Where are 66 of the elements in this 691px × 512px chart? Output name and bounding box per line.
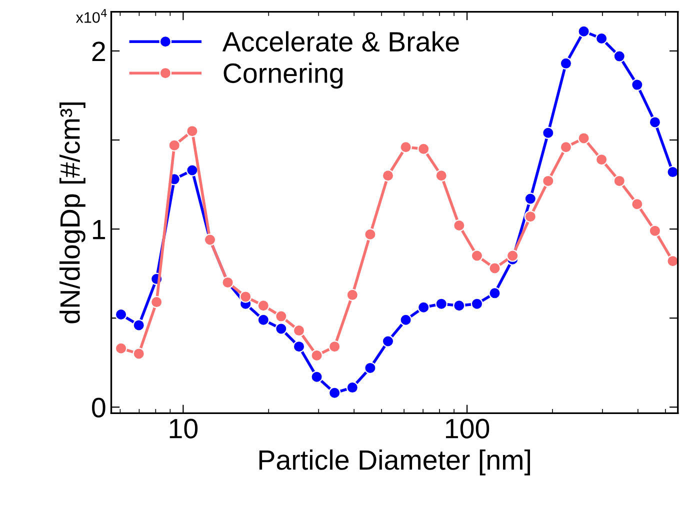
- point: [257, 300, 270, 312]
- y-tick-label: 1: [93, 220, 106, 240]
- point: [239, 290, 252, 303]
- point: [578, 132, 590, 144]
- point: [292, 340, 306, 353]
- point: [648, 224, 662, 237]
- point: [524, 210, 537, 223]
- point: [542, 126, 554, 139]
- point: [613, 50, 626, 62]
- point: [186, 124, 198, 138]
- point: [470, 250, 484, 262]
- point: [595, 32, 608, 45]
- point: [453, 300, 466, 312]
- point: [150, 296, 163, 308]
- point: [417, 142, 430, 156]
- point: [488, 262, 501, 274]
- legend-label: Cornering: [224, 62, 343, 89]
- point: [382, 335, 394, 348]
- point: [506, 250, 519, 262]
- point: [364, 228, 376, 240]
- point: [382, 170, 394, 182]
- point: [542, 174, 554, 188]
- x-tick-label: 100: [446, 418, 490, 438]
- point: [578, 25, 590, 38]
- point: [470, 298, 484, 310]
- point: [453, 219, 466, 232]
- point: [631, 78, 644, 91]
- point: [114, 342, 128, 354]
- legend-label: Accelerate & Brake: [222, 31, 459, 52]
- y-tick-label: 0: [92, 398, 106, 418]
- point: [631, 198, 644, 210]
- point: [595, 153, 608, 166]
- y-axis-title: dN/dlogDp [#/cm³]: [59, 102, 86, 324]
- point: [346, 288, 359, 302]
- point: [132, 319, 145, 332]
- x-axis-title: Particle Diameter [nm]: [259, 449, 530, 476]
- point: [292, 324, 306, 337]
- point: [435, 170, 448, 182]
- point: [186, 164, 198, 176]
- point: [435, 298, 448, 310]
- point: [488, 287, 501, 300]
- point: [132, 348, 145, 360]
- point: [524, 192, 537, 205]
- point: [648, 116, 662, 128]
- text: x10$^{4}$: [76, 9, 107, 23]
- point: [275, 310, 288, 322]
- point: [666, 254, 678, 268]
- point: [168, 139, 180, 152]
- point: [310, 349, 323, 362]
- point: [328, 340, 341, 353]
- point: [400, 141, 412, 154]
- point: [560, 57, 572, 70]
- point: [257, 314, 270, 326]
- x-tick-label: 10: [170, 418, 198, 438]
- point: [417, 301, 430, 314]
- point: [666, 166, 678, 178]
- point: [364, 362, 376, 374]
- point: [400, 314, 412, 326]
- point: [613, 174, 626, 188]
- point: [310, 370, 323, 383]
- point: [346, 381, 359, 394]
- point: [114, 308, 128, 321]
- point: [560, 141, 572, 154]
- point: [328, 386, 341, 399]
- y-tick-label: 2: [92, 42, 105, 62]
- point: [275, 322, 288, 335]
